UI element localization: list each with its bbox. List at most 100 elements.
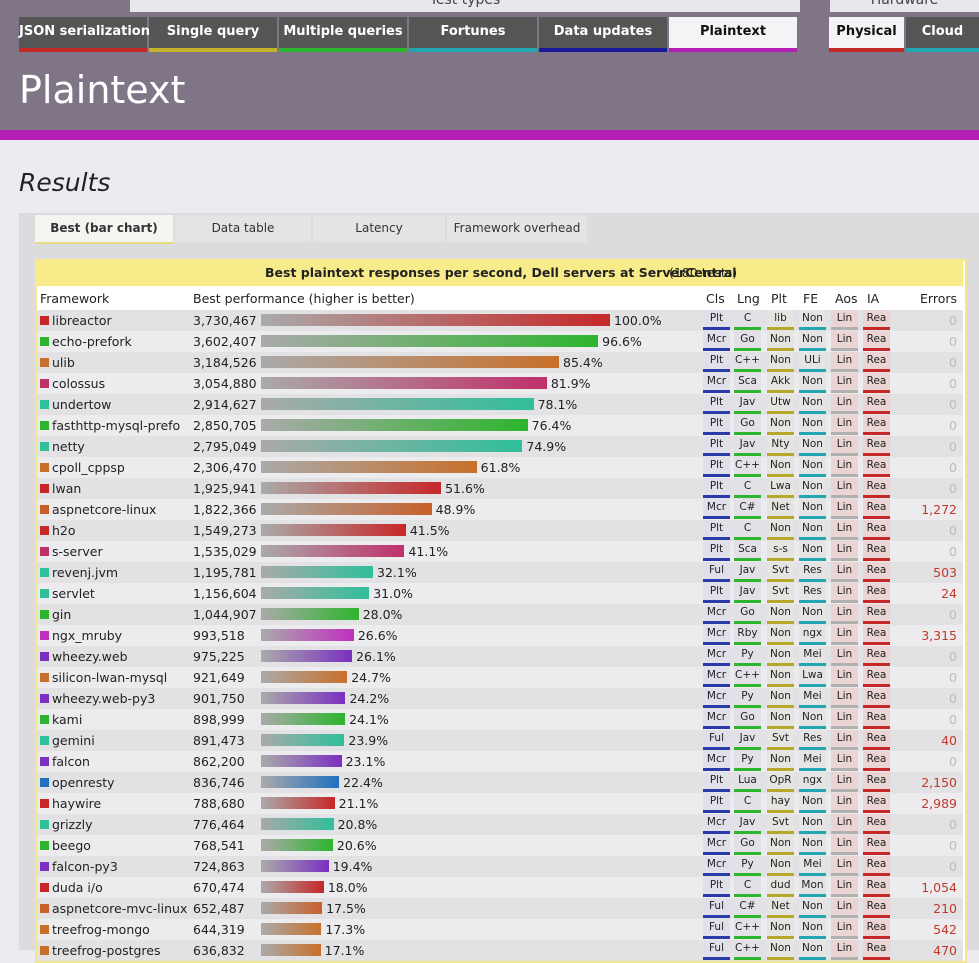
framework-name: duda i/o xyxy=(52,880,103,895)
view-tab[interactable]: Latency xyxy=(313,215,445,242)
code-ia: Rea xyxy=(863,415,890,435)
code-cls: Plt xyxy=(703,352,730,372)
errors: 0 xyxy=(949,481,957,496)
code-aos: Lin xyxy=(831,562,858,582)
percent-label: 26.6% xyxy=(357,628,398,643)
code-aos: Lin xyxy=(831,436,858,456)
percent-label: 85.4% xyxy=(563,355,603,370)
framework-name: servlet xyxy=(52,586,95,601)
code-lng: C xyxy=(734,877,761,897)
code-plt: Non xyxy=(767,667,794,687)
test-type-tab[interactable]: Plaintext xyxy=(669,17,797,52)
performance-bar xyxy=(261,923,322,935)
code-cls: Plt xyxy=(703,436,730,456)
percent-label: 17.1% xyxy=(324,943,365,958)
code-plt: Svt xyxy=(767,814,794,834)
code-aos: Lin xyxy=(831,919,858,939)
code-lng: C++ xyxy=(734,919,761,939)
test-type-tab[interactable]: JSON serialization xyxy=(19,17,150,52)
best-performance: 862,200 xyxy=(193,754,245,769)
code-cls: Ful xyxy=(703,730,730,750)
code-lng: Jav xyxy=(734,436,761,456)
framework-name: colossus xyxy=(52,376,106,391)
code-plt: Non xyxy=(767,457,794,477)
test-type-tab[interactable]: Fortunes xyxy=(409,17,537,52)
code-cls: Ful xyxy=(703,898,730,918)
code-ia: Rea xyxy=(863,310,890,330)
table-title-bar xyxy=(35,259,963,286)
code-aos: Lin xyxy=(831,583,858,603)
code-cls: Plt xyxy=(703,415,730,435)
errors: 2,989 xyxy=(921,796,957,811)
errors: 0 xyxy=(949,691,957,706)
hardware-tab[interactable]: Physical xyxy=(829,17,904,52)
best-performance: 776,464 xyxy=(193,817,245,832)
code-cls: Plt xyxy=(703,478,730,498)
errors: 0 xyxy=(949,397,957,412)
code-ia: Rea xyxy=(863,520,890,540)
code-aos: Lin xyxy=(831,877,858,897)
code-cls: Mcr xyxy=(703,709,730,729)
framework-name: s-server xyxy=(52,544,103,559)
code-lng: Sca xyxy=(734,541,761,561)
view-tab[interactable]: Framework overhead xyxy=(447,215,587,242)
best-performance: 836,746 xyxy=(193,775,245,790)
errors: 0 xyxy=(949,355,957,370)
code-plt: Akk xyxy=(767,373,794,393)
view-tab[interactable]: Best (bar chart) xyxy=(35,215,173,244)
code-aos: Lin xyxy=(831,457,858,477)
code-fe: Non xyxy=(799,310,826,330)
framework-swatch xyxy=(40,358,49,367)
percent-label: 74.9% xyxy=(526,439,567,454)
framework-name: wheezy.web-py3 xyxy=(52,691,156,706)
best-performance: 891,473 xyxy=(193,733,245,748)
code-fe: Res xyxy=(799,730,826,750)
percent-label: 100.0% xyxy=(614,313,662,328)
errors: 0 xyxy=(949,859,957,874)
performance-bar xyxy=(261,629,354,641)
code-ia: Rea xyxy=(863,562,890,582)
code-ia: Rea xyxy=(863,772,890,792)
code-plt: Non xyxy=(767,625,794,645)
percent-label: 51.6% xyxy=(445,481,485,496)
column-header: Best performance (higher is better) xyxy=(193,291,415,306)
framework-swatch xyxy=(40,862,49,871)
code-lng: Go xyxy=(734,604,761,624)
framework-swatch xyxy=(40,463,49,472)
code-ia: Rea xyxy=(863,814,890,834)
code-aos: Lin xyxy=(831,625,858,645)
test-type-tab[interactable]: Single query xyxy=(149,17,277,52)
best-performance: 1,925,941 xyxy=(193,481,257,496)
code-cls: Mcr xyxy=(703,373,730,393)
code-cls: Ful xyxy=(703,940,730,960)
percent-label: 19.4% xyxy=(332,859,373,874)
test-type-tab[interactable]: Multiple queries xyxy=(279,17,407,52)
errors: 0 xyxy=(949,649,957,664)
code-ia: Rea xyxy=(863,835,890,855)
code-cls: Plt xyxy=(703,520,730,540)
code-fe: Non xyxy=(799,457,826,477)
view-tab[interactable]: Data table xyxy=(175,215,311,242)
best-performance: 3,184,526 xyxy=(193,355,257,370)
code-fe: Non xyxy=(799,394,826,414)
code-ia: Rea xyxy=(863,541,890,561)
errors: 0 xyxy=(949,439,957,454)
code-aos: Lin xyxy=(831,772,858,792)
performance-bar xyxy=(261,797,335,809)
code-ia: Rea xyxy=(863,709,890,729)
test-type-tab[interactable]: Data updates xyxy=(539,17,667,52)
code-cls: Mcr xyxy=(703,667,730,687)
percent-label: 28.0% xyxy=(362,607,403,622)
framework-name: cpoll_cppsp xyxy=(52,460,125,475)
errors: 0 xyxy=(949,460,957,475)
code-plt: Nty xyxy=(767,436,794,456)
percent-label: 26.1% xyxy=(356,649,396,664)
code-fe: Non xyxy=(799,415,826,435)
framework-swatch xyxy=(40,883,49,892)
code-ia: Rea xyxy=(863,877,890,897)
percent-label: 41.5% xyxy=(409,523,450,538)
performance-bar xyxy=(261,860,329,872)
best-performance: 724,863 xyxy=(193,859,245,874)
hardware-tab[interactable]: Cloud xyxy=(906,17,979,52)
code-cls: Mcr xyxy=(703,751,730,771)
